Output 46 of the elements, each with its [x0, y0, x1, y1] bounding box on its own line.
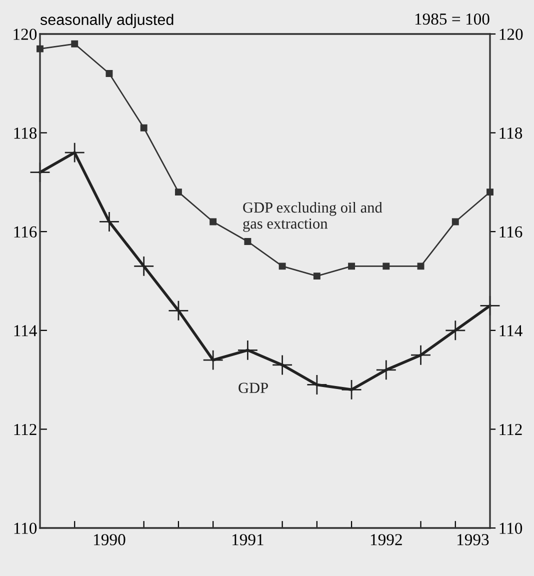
point [202, 350, 224, 370]
y2-tick-label: 118 [500, 128, 522, 139]
point [382, 262, 390, 270]
point [272, 354, 293, 376]
point [348, 262, 356, 270]
point [278, 262, 286, 270]
y2-tick-label: 116 [500, 226, 522, 238]
x-tick-label: 1990 [94, 534, 126, 546]
y2-tick-label: 120 [500, 28, 523, 40]
point [237, 340, 258, 361]
y-tick-label: 116 [14, 226, 37, 238]
point [174, 188, 182, 196]
y2-tick-label: 110 [500, 522, 522, 534]
point [210, 218, 217, 226]
point [376, 360, 397, 380]
x-tick-label: 1991 [232, 534, 264, 546]
series-label: GDP excluding oil and gas extraction [243, 202, 382, 232]
y2-tick-label: 112 [500, 424, 522, 435]
point [168, 300, 189, 322]
point [140, 124, 148, 132]
point [106, 70, 113, 77]
y-tick-label: 112 [14, 424, 36, 435]
point [444, 320, 466, 341]
y-tick-label: 118 [14, 128, 37, 139]
point [71, 40, 78, 48]
y-tick-label: 110 [14, 522, 37, 534]
point [98, 211, 120, 232]
point [133, 256, 154, 277]
point [417, 262, 424, 270]
x-tick-label: 1993 [457, 534, 489, 546]
point [486, 188, 494, 196]
y-tick-label: 114 [14, 325, 37, 336]
point [36, 45, 44, 52]
point [410, 344, 432, 366]
point [313, 272, 320, 280]
point [341, 379, 362, 400]
text: seasonally adjusted [40, 14, 174, 28]
y-tick-label: 120 [14, 28, 37, 40]
x-tick-label: 1992 [370, 534, 402, 546]
y2-tick-label: 114 [500, 325, 522, 336]
series-label: GDP [238, 382, 268, 394]
point [306, 374, 328, 396]
text: 1985 = 100 [415, 13, 490, 25]
point [452, 218, 459, 226]
point [244, 238, 252, 245]
point [64, 142, 86, 163]
